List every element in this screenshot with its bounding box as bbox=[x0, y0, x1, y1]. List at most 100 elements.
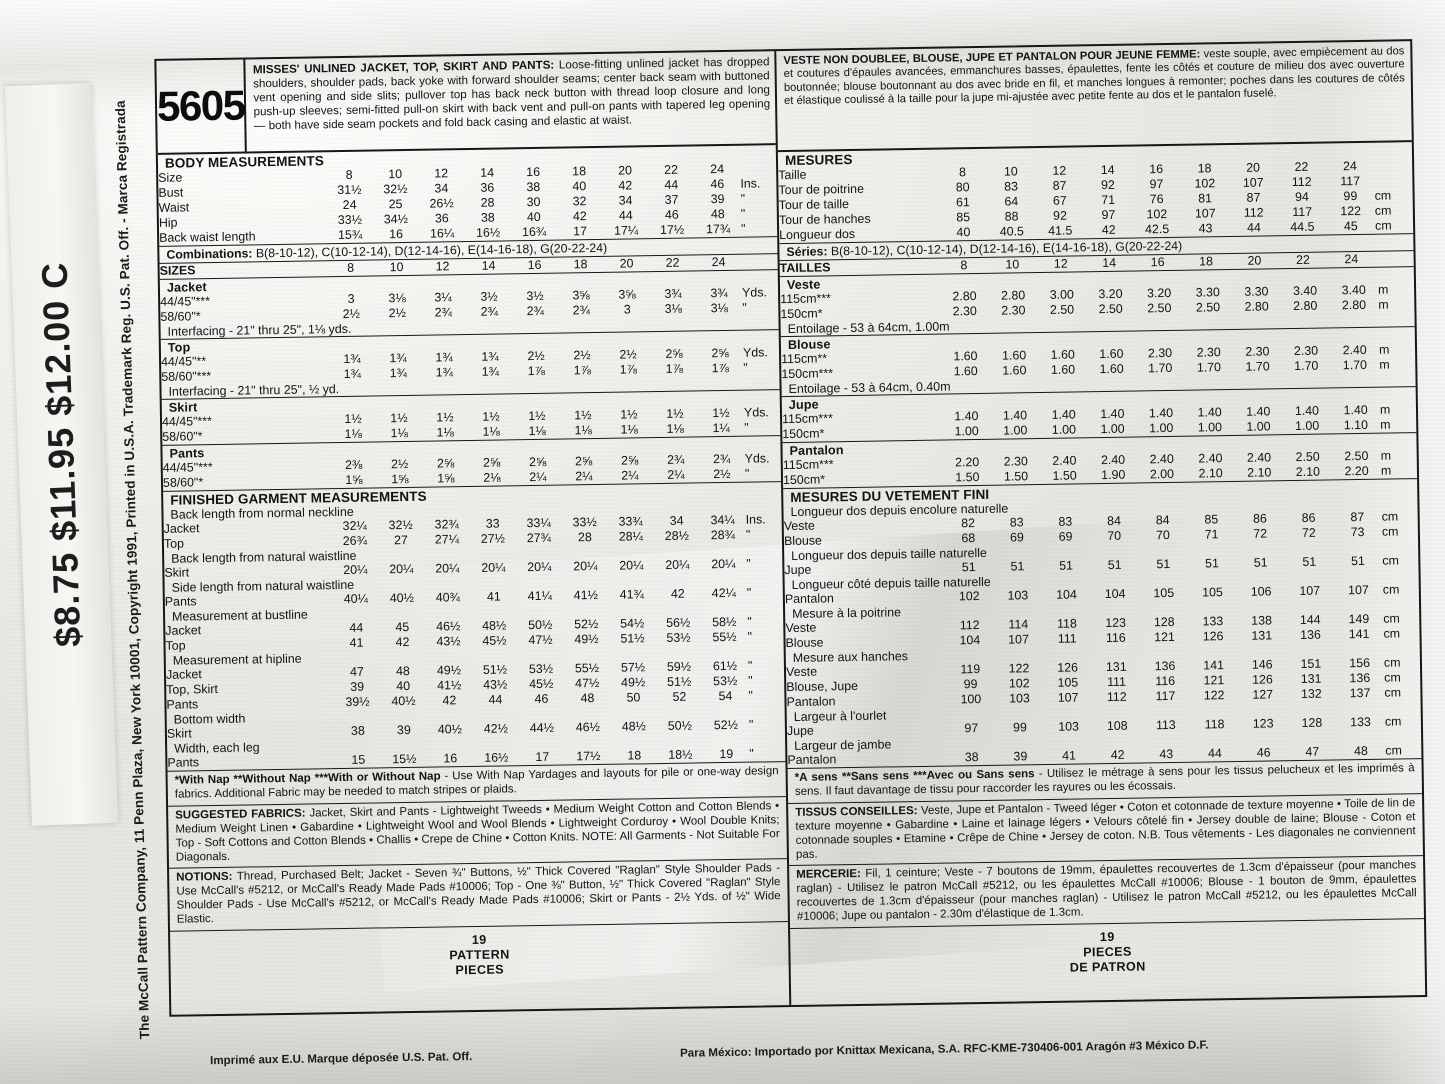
cell-value: 42¼ bbox=[711, 585, 736, 601]
cell-value: 38 bbox=[964, 750, 979, 765]
cell-value: 1.40 bbox=[1002, 408, 1028, 423]
row-unit: " bbox=[743, 360, 748, 375]
cell-value: 8 bbox=[960, 258, 968, 273]
french-notions: MERCERIE: Fil, 1 ceinture; Veste - 7 bou… bbox=[789, 857, 1424, 929]
cell-value: 51 bbox=[1156, 557, 1171, 572]
row-unit: " bbox=[746, 556, 751, 571]
row-unit: m bbox=[1379, 402, 1391, 417]
cell-value: 2.50 bbox=[1295, 449, 1320, 465]
cell-value: 18½ bbox=[668, 747, 693, 762]
cell-value: 73 bbox=[1350, 524, 1365, 540]
cell-value: 32¼ bbox=[342, 518, 367, 534]
cell-value: 1.50 bbox=[1003, 469, 1029, 484]
english-pieces-block: 19 PATTERN PIECES bbox=[170, 922, 789, 982]
english-notions-label: NOTIONS: bbox=[176, 871, 233, 885]
cell-value: 39 bbox=[1013, 749, 1028, 764]
cell-value: 107 bbox=[1348, 582, 1369, 598]
cell-value: 46 bbox=[1256, 745, 1271, 760]
row-unit: m bbox=[1380, 463, 1392, 478]
cell-value: 16¾ bbox=[521, 224, 547, 240]
cell-value: 70 bbox=[1107, 528, 1122, 543]
row-unit: " bbox=[748, 717, 754, 732]
cell-value: 1¾ bbox=[343, 366, 362, 381]
cell-value: 20 bbox=[618, 163, 633, 178]
cell-value: 112 bbox=[959, 618, 980, 633]
cell-value: 1.00 bbox=[1003, 423, 1028, 438]
cell-value: 116 bbox=[1105, 630, 1126, 646]
cell-value: 52 bbox=[672, 689, 687, 704]
cell-value: 86 bbox=[1301, 510, 1316, 525]
cell-value: 1.60 bbox=[1099, 361, 1124, 377]
cell-value: 47½ bbox=[575, 675, 600, 691]
cell-value: 44 bbox=[618, 208, 633, 223]
cell-value: 44½ bbox=[529, 720, 555, 736]
cell-value: 2.20 bbox=[1344, 463, 1369, 479]
cell-value: 156 bbox=[1349, 655, 1371, 671]
cell-value: 16 bbox=[1150, 255, 1165, 270]
cell-value: 84 bbox=[1107, 513, 1122, 528]
cell-value: 53½ bbox=[666, 630, 691, 645]
cell-value: 2¾ bbox=[572, 303, 591, 318]
cell-value: 3⅝ bbox=[618, 287, 636, 302]
cell-value: 1½ bbox=[574, 408, 592, 423]
english-header: 5605 MISSES' UNLINED JACKET, TOP, SKIRT … bbox=[156, 51, 776, 155]
cell-value: 27¾ bbox=[526, 530, 552, 546]
cell-value: 1.10 bbox=[1343, 417, 1369, 433]
combinations-label: Combinations: bbox=[166, 246, 253, 262]
cell-value: 14 bbox=[481, 258, 496, 273]
cell-value: 17½ bbox=[659, 222, 685, 237]
pattern-number-cell: 5605 bbox=[156, 59, 248, 153]
cell-value: 2.40 bbox=[1246, 450, 1272, 465]
cell-value: 2.50 bbox=[1049, 302, 1075, 317]
cell-value: 2⅝ bbox=[436, 456, 455, 471]
cell-value: 1½ bbox=[528, 408, 546, 424]
cell-value: 1.40 bbox=[1051, 407, 1076, 422]
cell-value: 34¼ bbox=[710, 512, 735, 528]
cell-value: 151 bbox=[1300, 656, 1322, 671]
row-unit: Yds. bbox=[742, 345, 768, 360]
cell-value: 126 bbox=[1057, 660, 1079, 675]
cell-value: 10 bbox=[1005, 257, 1020, 272]
cell-value: 59½ bbox=[666, 659, 692, 674]
cell-value: 16½ bbox=[475, 225, 501, 240]
cell-value: 19 bbox=[719, 746, 734, 762]
cell-value: 55½ bbox=[712, 629, 737, 645]
row-unit: " bbox=[749, 746, 754, 761]
cell-value: 2.00 bbox=[1149, 466, 1175, 482]
cell-value: 17 bbox=[535, 749, 550, 765]
cell-value: 38 bbox=[480, 210, 495, 225]
row-unit bbox=[1374, 158, 1412, 174]
cell-value: 42½ bbox=[483, 721, 509, 736]
row-unit: cm bbox=[1381, 509, 1399, 524]
cell-value: 68 bbox=[961, 531, 976, 546]
cell-value: 48 bbox=[580, 691, 595, 706]
cell-value: 2½ bbox=[713, 466, 731, 482]
cell-value: 2.10 bbox=[1295, 464, 1321, 480]
cell-value: 39 bbox=[396, 722, 411, 738]
cell-value: 53½ bbox=[528, 661, 554, 677]
cell-value: 34 bbox=[434, 181, 449, 196]
cell-value: 3.40 bbox=[1341, 282, 1366, 298]
cell-value: 51 bbox=[1253, 555, 1268, 570]
cell-value: 3½ bbox=[480, 289, 498, 304]
cell-value: 1⅞ bbox=[619, 362, 637, 377]
cell-value: 85 bbox=[956, 210, 971, 225]
cell-value: 2⅜ bbox=[344, 457, 363, 472]
cell-value: 43 bbox=[1159, 746, 1174, 762]
cell-value: 2¾ bbox=[480, 304, 499, 319]
cell-value: 33½ bbox=[337, 212, 363, 228]
cell-value: 83 bbox=[1004, 179, 1019, 194]
cell-value: 22 bbox=[665, 255, 680, 270]
cell-value: 1.00 bbox=[1197, 420, 1223, 435]
cell-value: 1.00 bbox=[1051, 422, 1077, 437]
cell-value: 24 bbox=[711, 254, 726, 270]
french-yardage-groups: Veste 115cm*** 2.80 2.80 3.00 3.20 3.20 3.30 3.3… bbox=[779, 266, 1417, 488]
cell-value: 1⅛ bbox=[666, 421, 684, 436]
cell-value: 2.10 bbox=[1198, 466, 1223, 481]
cell-value: 105 bbox=[1202, 585, 1223, 600]
cell-value: 70 bbox=[1155, 528, 1170, 543]
cell-value: 2¼ bbox=[529, 469, 547, 485]
cell-value: 49½ bbox=[574, 631, 599, 647]
cell-value: 3⅝ bbox=[572, 288, 590, 303]
cell-value: 146 bbox=[1251, 657, 1273, 672]
